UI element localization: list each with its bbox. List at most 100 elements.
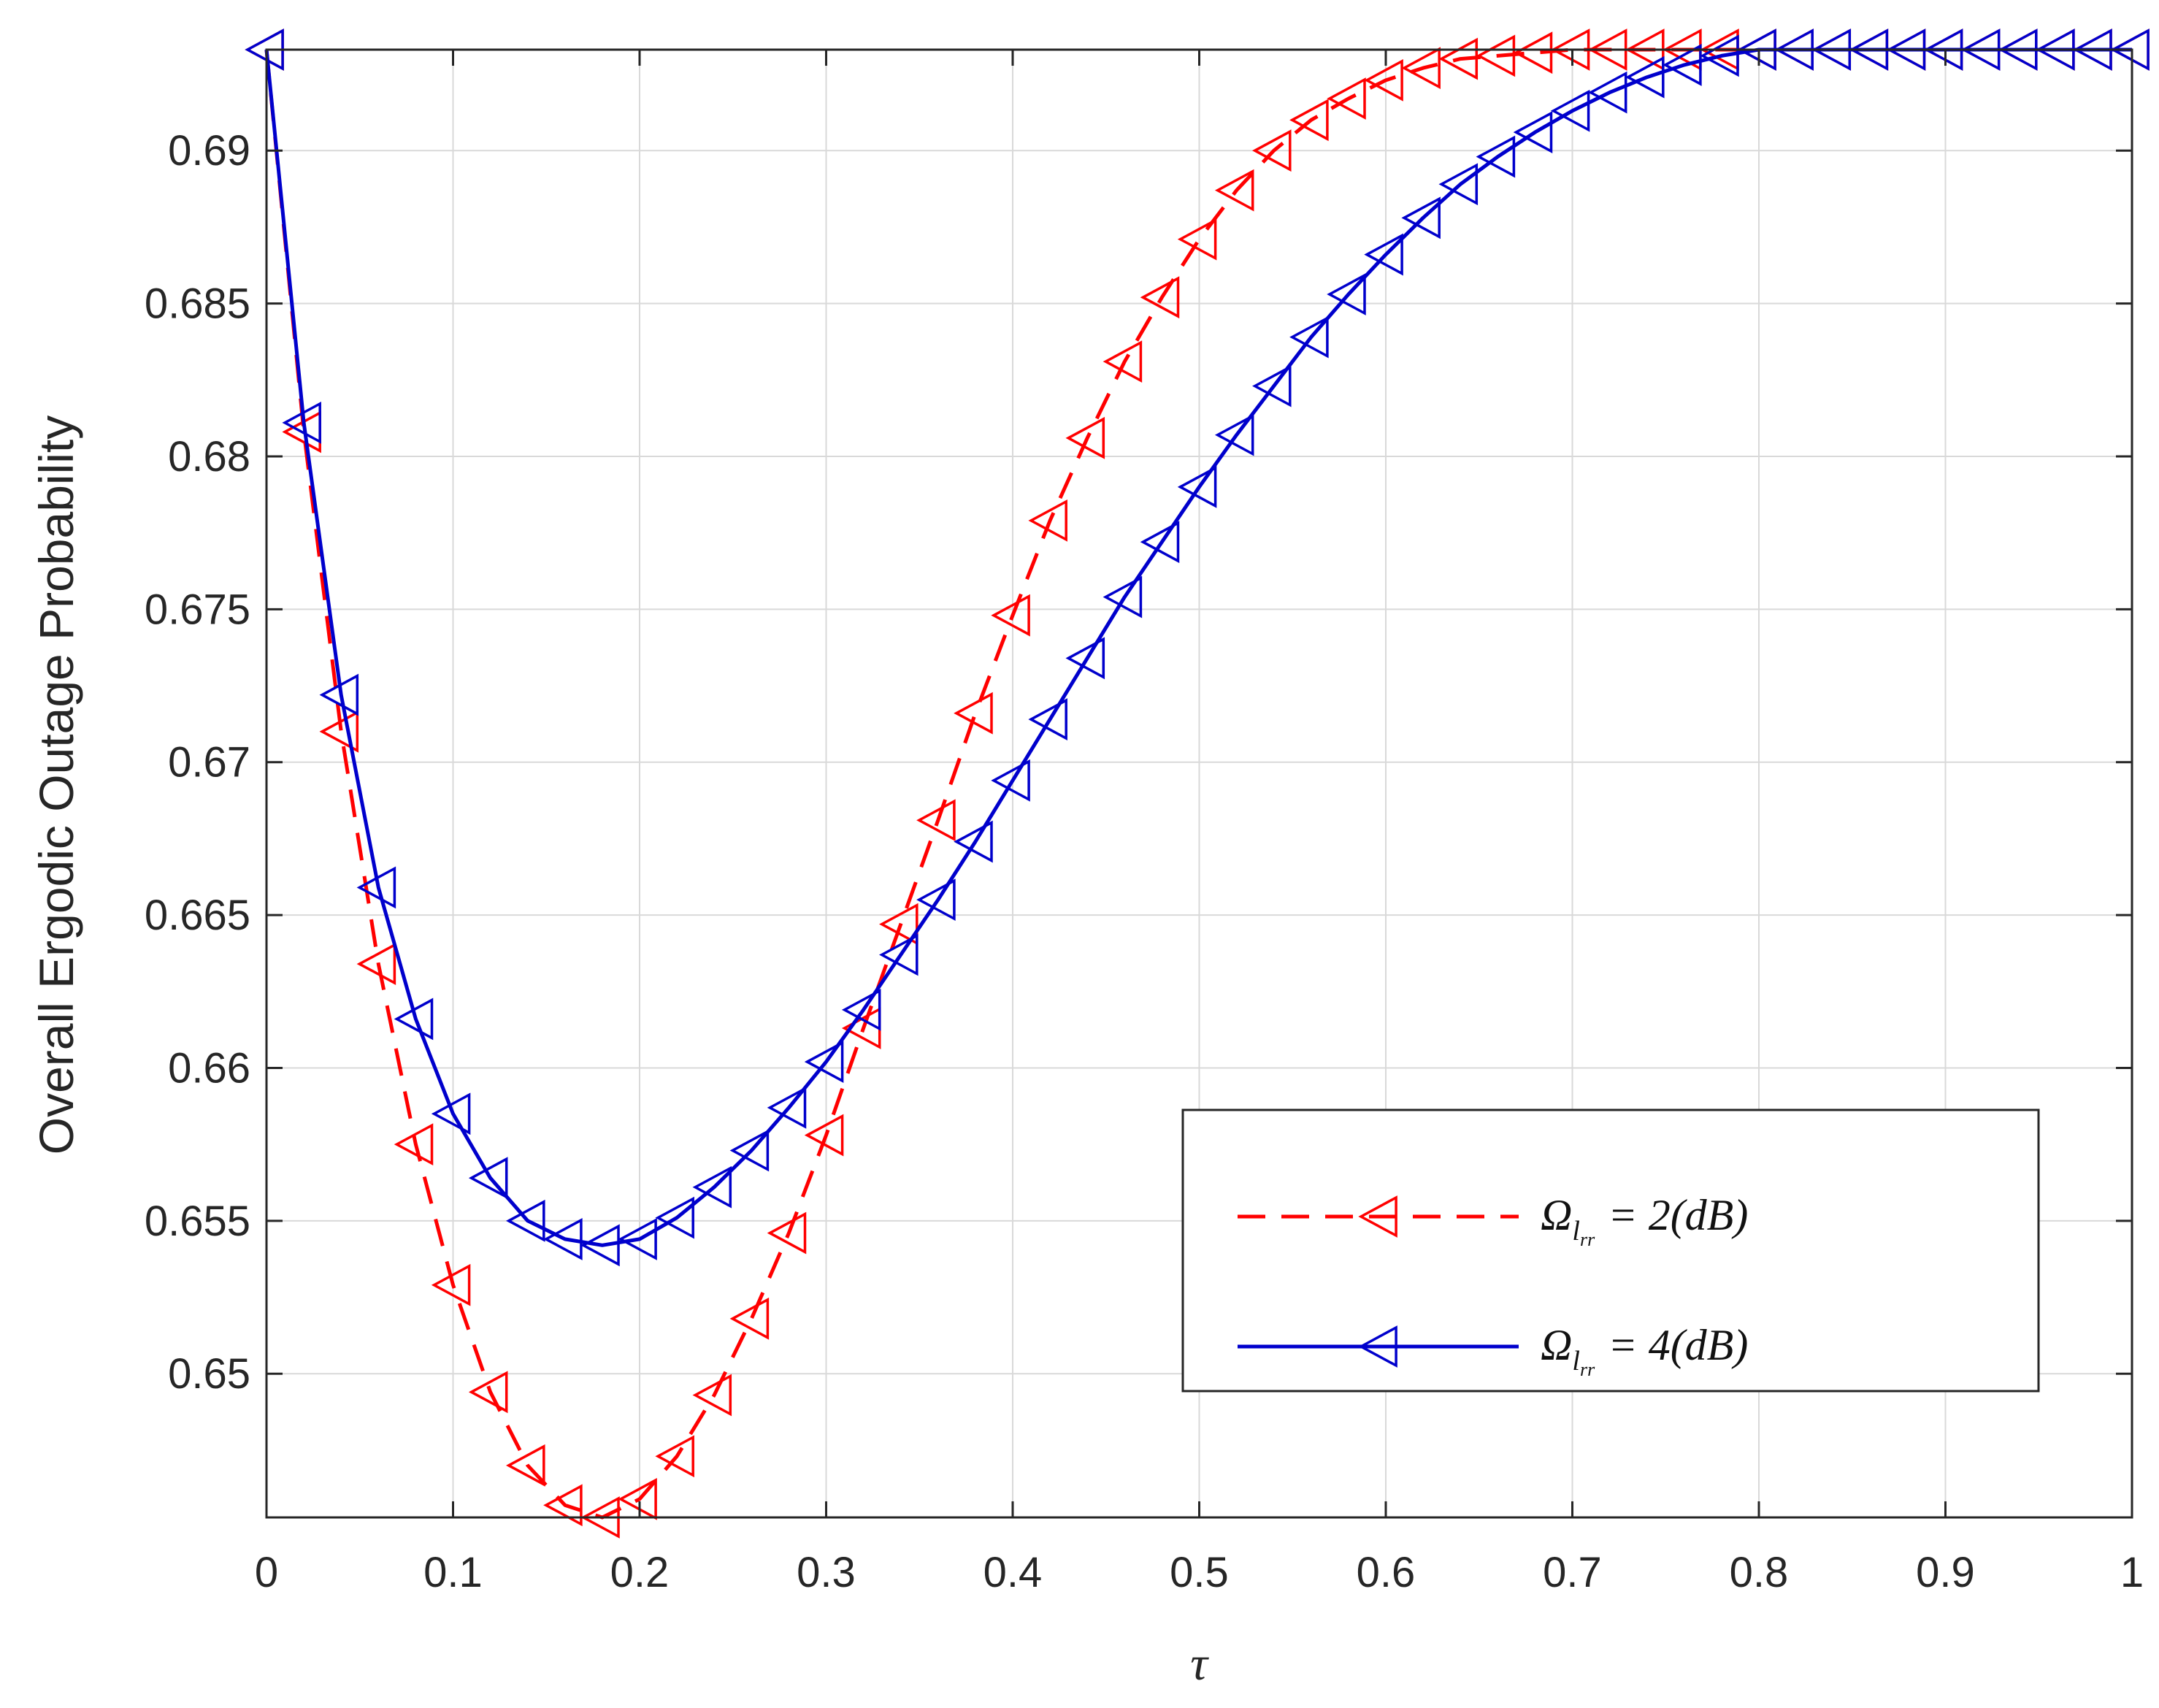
series-2-marker bbox=[991, 759, 1030, 802]
legend-box bbox=[1181, 1108, 2040, 1393]
series-2-marker bbox=[729, 1129, 770, 1172]
legend-label-series-2-subscript: l bbox=[1572, 1346, 1580, 1376]
y-tick-label: 0.685 bbox=[145, 280, 250, 328]
legend-label-series-2-symbol: Ω bbox=[1541, 1321, 1572, 1369]
series-1-marker bbox=[431, 1263, 471, 1306]
series-2-marker bbox=[1550, 89, 1590, 132]
series-2-marker bbox=[468, 1157, 508, 1200]
series-2-marker bbox=[1102, 575, 1143, 619]
legend-sample-series-1 bbox=[1238, 1195, 1519, 1238]
series-1-marker bbox=[506, 1444, 545, 1487]
series-1-marker bbox=[1364, 58, 1403, 102]
series-1-marker bbox=[319, 710, 359, 753]
legend-marker-series-1 bbox=[1358, 1195, 1397, 1238]
series-2-marker bbox=[1625, 55, 1665, 99]
x-tick-label: 0.5 bbox=[1170, 1549, 1229, 1596]
series-1-marker bbox=[543, 1484, 583, 1527]
ticks: 0 0.1 0.2 0.3 0.4 0.5 0.6 0.7 0.8 0.9 1 0.65 0.655 0.… bbox=[145, 50, 2144, 1596]
legend-label-series-1: Ωlrr = 2(dB) bbox=[1541, 1191, 1748, 1250]
series-2-marker bbox=[841, 988, 881, 1031]
x-tick-label: 0.8 bbox=[1730, 1549, 1789, 1596]
series-2-marker bbox=[319, 673, 359, 716]
series-1-marker bbox=[1065, 416, 1105, 459]
series-2-marker bbox=[692, 1165, 732, 1209]
series-2-marker bbox=[1663, 44, 1702, 86]
series-1-marker bbox=[1289, 99, 1329, 142]
series-2-marker bbox=[954, 820, 993, 863]
x-tick-label: 0.9 bbox=[1916, 1549, 1975, 1596]
series-2-marker bbox=[1401, 196, 1441, 240]
legend-label-series-2-subsubscript: rr bbox=[1580, 1359, 1595, 1380]
series-1-marker bbox=[767, 1211, 807, 1255]
series-2-marker bbox=[655, 1196, 694, 1239]
x-tick-label: 0.3 bbox=[797, 1549, 856, 1596]
legend-label-series-2-rest: = 4(dB) bbox=[1608, 1321, 1748, 1369]
legend-label-series-1-subsubscript: rr bbox=[1580, 1229, 1595, 1250]
series-2-marker bbox=[879, 933, 919, 976]
series-2-marker bbox=[506, 1199, 545, 1242]
series-1-marker bbox=[1513, 31, 1553, 74]
series-2-marker bbox=[804, 1041, 844, 1083]
series-1-marker bbox=[991, 594, 1030, 637]
series-1-marker bbox=[1102, 340, 1143, 383]
series-2-marker bbox=[618, 1218, 657, 1260]
y-axis-title: Overall Ergodic Outage Probability bbox=[29, 415, 83, 1155]
series-2-marker bbox=[1476, 135, 1516, 178]
series-2-marker bbox=[916, 878, 956, 922]
series-1-marker bbox=[1401, 47, 1441, 90]
series-1-marker bbox=[1327, 77, 1366, 120]
series-1-marker bbox=[804, 1114, 844, 1157]
legend-sample-series-2 bbox=[1238, 1325, 1519, 1368]
legend-label-series-1-rest: = 2(dB) bbox=[1608, 1191, 1748, 1239]
series-1-marker bbox=[916, 799, 956, 842]
series-2-marker bbox=[1700, 34, 1739, 77]
series-2-marker bbox=[1177, 465, 1217, 508]
y-tick-label: 0.69 bbox=[168, 127, 250, 175]
series-2-marker bbox=[1587, 71, 1627, 114]
series-1-marker bbox=[692, 1374, 732, 1417]
y-tick-label: 0.675 bbox=[145, 586, 250, 633]
series-1-marker bbox=[618, 1477, 657, 1520]
series-2-marker bbox=[1438, 163, 1479, 206]
series-2-marker bbox=[1065, 637, 1105, 680]
y-tick-label: 0.655 bbox=[145, 1198, 250, 1245]
y-tick-label: 0.66 bbox=[168, 1044, 250, 1092]
series-1-marker bbox=[1028, 499, 1067, 542]
x-axis-title: τ bbox=[1190, 1637, 1209, 1690]
y-tick-label: 0.67 bbox=[168, 739, 250, 786]
series-1-marker bbox=[879, 903, 919, 946]
series-2-marker bbox=[2110, 28, 2150, 71]
y-tick-label: 0.68 bbox=[168, 433, 250, 480]
x-tick-label: 0.2 bbox=[610, 1549, 670, 1596]
x-tick-label: 0.6 bbox=[1357, 1549, 1416, 1596]
series-2-marker bbox=[1289, 315, 1329, 359]
series-1-marker bbox=[1177, 218, 1217, 261]
series-2-marker bbox=[1028, 698, 1067, 740]
series-1-marker bbox=[1214, 169, 1254, 212]
series-2-marker bbox=[580, 1224, 620, 1267]
series-1-marker bbox=[1476, 34, 1516, 77]
series-1-marker bbox=[394, 1123, 434, 1166]
series-2-marker bbox=[543, 1218, 583, 1260]
series-2-marker bbox=[356, 866, 396, 909]
x-tick-label: 0 bbox=[255, 1549, 278, 1596]
series-1-marker bbox=[468, 1371, 508, 1414]
series-2-marker bbox=[431, 1092, 471, 1136]
y-tick-label: 0.665 bbox=[145, 892, 250, 939]
legend-marker-series-2 bbox=[1358, 1325, 1397, 1368]
series-1-marker bbox=[655, 1435, 694, 1478]
series-2-marker bbox=[282, 401, 321, 444]
x-tick-label: 0.4 bbox=[983, 1549, 1043, 1596]
series-2-marker bbox=[1252, 364, 1292, 407]
series-2-marker bbox=[1214, 413, 1254, 456]
legend-label-series-1-symbol: Ω bbox=[1541, 1191, 1572, 1239]
series-2-marker bbox=[1140, 521, 1180, 564]
series-2-marker bbox=[1327, 273, 1366, 315]
legend-label-series-2: Ωlrr = 4(dB) bbox=[1541, 1321, 1748, 1380]
series-2-marker bbox=[394, 997, 434, 1041]
series-1-marker bbox=[1252, 129, 1292, 172]
x-tick-label: 0.7 bbox=[1543, 1549, 1602, 1596]
series-2-marker bbox=[1513, 111, 1553, 153]
legend: Ωlrr= 2(dB) Ωlrr= 4(dB) bbox=[1181, 1108, 2040, 1393]
